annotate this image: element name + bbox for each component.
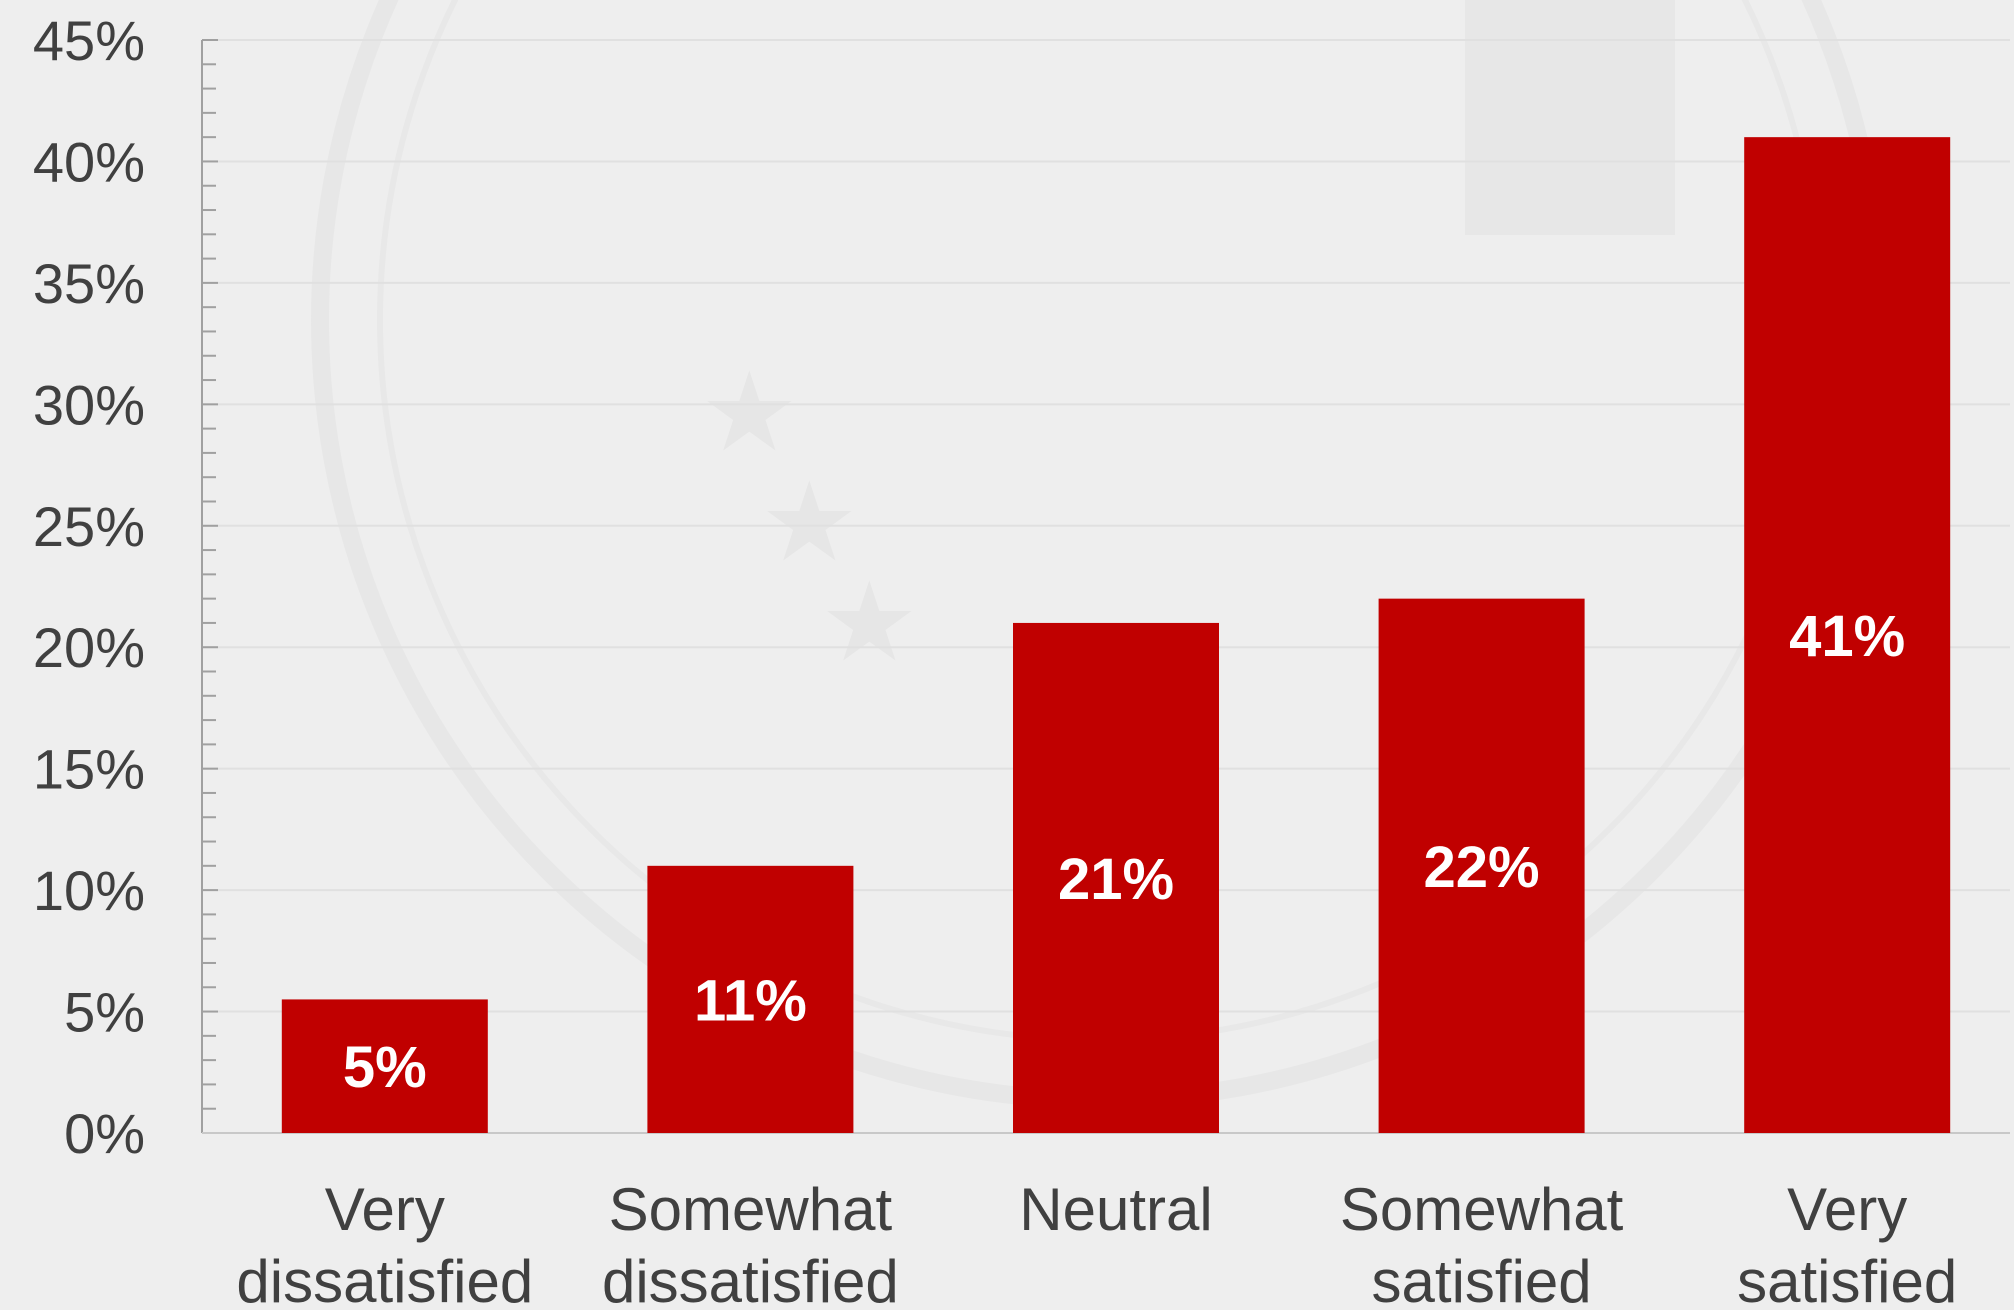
- bar: [1013, 622, 1219, 1133]
- y-tick-label: 30%: [33, 373, 145, 436]
- x-category-label: satisfied: [1737, 1248, 1957, 1310]
- bar: [1744, 137, 1951, 1134]
- x-category-label: Somewhat: [609, 1176, 893, 1243]
- svg-text:★: ★: [760, 458, 859, 586]
- bar-data-label: 41%: [1789, 604, 1905, 669]
- x-axis-category-labels: VerydissatisfiedSomewhatdissatisfiedNeut…: [236, 1176, 1957, 1310]
- bar: [647, 865, 854, 1133]
- bar: [281, 999, 488, 1133]
- y-tick-label: 35%: [33, 252, 145, 315]
- x-category-label: Somewhat: [1340, 1176, 1624, 1243]
- x-category-label: Very: [325, 1176, 445, 1243]
- bar: [1378, 598, 1585, 1133]
- bar-data-label: 5%: [343, 1035, 427, 1100]
- x-category-label: dissatisfied: [602, 1248, 899, 1310]
- y-tick-label: 20%: [33, 616, 145, 679]
- y-tick-label: 25%: [33, 495, 145, 558]
- data-labels: 5% 11% 21% 22% 41%: [343, 604, 1905, 1100]
- y-tick-label: 0%: [64, 1102, 145, 1165]
- y-tick-label: 45%: [33, 9, 145, 72]
- y-tick-label: 15%: [33, 738, 145, 801]
- bar-data-label: 21%: [1058, 847, 1174, 912]
- svg-text:★: ★: [700, 348, 799, 476]
- y-tick-label: 40%: [33, 130, 145, 193]
- x-category-label: satisfied: [1372, 1248, 1592, 1310]
- y-tick-label: 10%: [33, 859, 145, 922]
- bar-data-label: 11%: [694, 968, 807, 1033]
- x-category-label: dissatisfied: [236, 1248, 533, 1310]
- y-tick-label: 5%: [64, 981, 145, 1044]
- bars: [281, 137, 1951, 1134]
- svg-text:★: ★: [820, 558, 919, 686]
- y-axis-tick-labels: 0% 5% 10% 15% 20% 25% 30% 35% 40% 45%: [33, 9, 145, 1165]
- x-category-label: Very: [1787, 1176, 1907, 1243]
- bar-data-label: 22%: [1424, 835, 1540, 900]
- x-category-label: Neutral: [1019, 1176, 1212, 1243]
